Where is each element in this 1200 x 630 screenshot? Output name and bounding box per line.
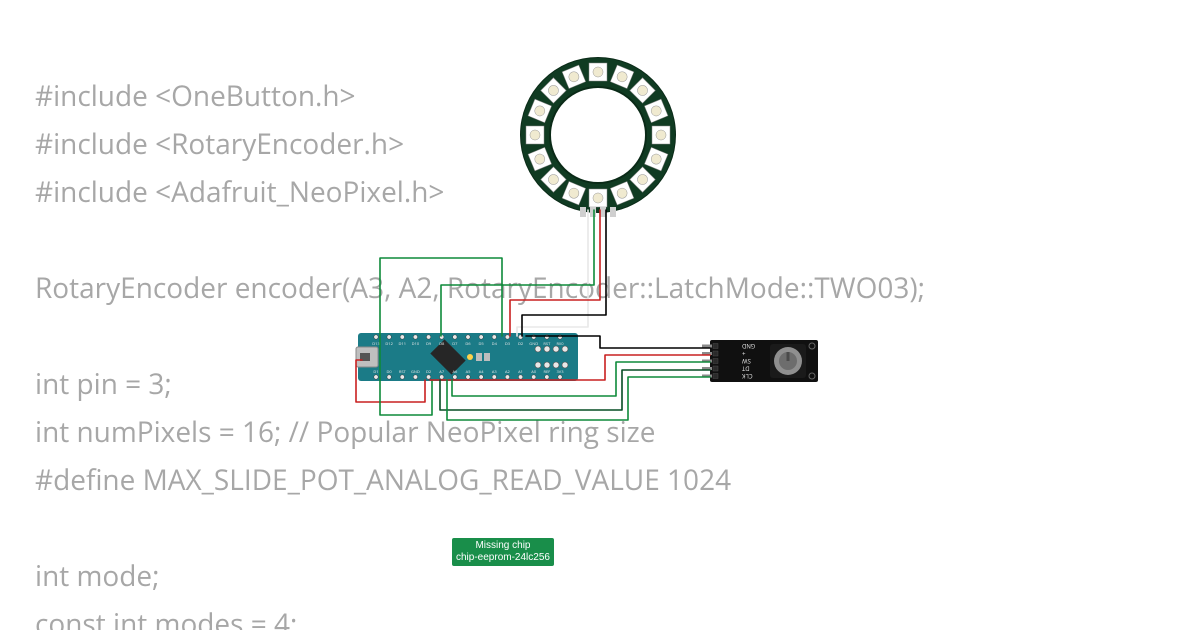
svg-text:A6: A6 bbox=[452, 370, 458, 375]
svg-text:RX0: RX0 bbox=[556, 342, 564, 347]
svg-text:A3: A3 bbox=[492, 370, 498, 375]
missing-chip-badge: Missing chip chip-eeprom-24lc256 bbox=[452, 538, 554, 566]
svg-text:+: + bbox=[741, 350, 745, 358]
svg-text:A4: A4 bbox=[479, 370, 485, 375]
svg-text:RST: RST bbox=[399, 370, 407, 375]
diagram-stage: D13D1D12D0D11RSTD10GNDD9D2D8A7D7A6D6A5D5… bbox=[0, 0, 1200, 630]
neopixel-ring bbox=[520, 57, 676, 217]
svg-text:GND: GND bbox=[529, 342, 538, 347]
svg-text:GND: GND bbox=[742, 342, 755, 350]
svg-text:D5: D5 bbox=[479, 342, 485, 347]
svg-text:D4: D4 bbox=[492, 342, 498, 347]
svg-text:D10: D10 bbox=[412, 342, 420, 347]
svg-text:D2: D2 bbox=[426, 370, 432, 375]
svg-text:D2: D2 bbox=[518, 342, 524, 347]
svg-text:D12: D12 bbox=[385, 342, 393, 347]
svg-text:A1: A1 bbox=[518, 370, 523, 375]
svg-text:D3: D3 bbox=[505, 342, 511, 347]
svg-text:A7: A7 bbox=[439, 370, 445, 375]
svg-text:CLK: CLK bbox=[742, 372, 753, 380]
svg-text:D9: D9 bbox=[426, 342, 432, 347]
svg-text:DT: DT bbox=[741, 365, 749, 373]
svg-text:D8: D8 bbox=[439, 342, 445, 347]
svg-text:REF: REF bbox=[543, 370, 550, 375]
svg-text:D0: D0 bbox=[387, 370, 393, 375]
svg-text:A2: A2 bbox=[505, 370, 511, 375]
arduino-nano: D13D1D12D0D11RSTD10GNDD9D2D8A7D7A6D6A5D5… bbox=[356, 333, 578, 381]
svg-text:3V3: 3V3 bbox=[557, 370, 565, 375]
missing-chip-line2: chip-eeprom-24lc256 bbox=[456, 552, 550, 564]
rotary-encoder: GND+SWDTCLK bbox=[702, 340, 818, 382]
svg-text:GND: GND bbox=[411, 370, 420, 375]
wires bbox=[356, 210, 710, 420]
missing-chip-line1: Missing chip bbox=[456, 540, 550, 552]
svg-text:D1: D1 bbox=[373, 370, 378, 375]
svg-text:A0: A0 bbox=[531, 370, 537, 375]
svg-text:RST: RST bbox=[543, 342, 551, 347]
svg-text:A5: A5 bbox=[466, 370, 472, 375]
svg-text:D11: D11 bbox=[399, 342, 406, 347]
svg-text:SW: SW bbox=[742, 357, 751, 365]
svg-text:D7: D7 bbox=[452, 342, 458, 347]
svg-text:D6: D6 bbox=[465, 342, 471, 347]
